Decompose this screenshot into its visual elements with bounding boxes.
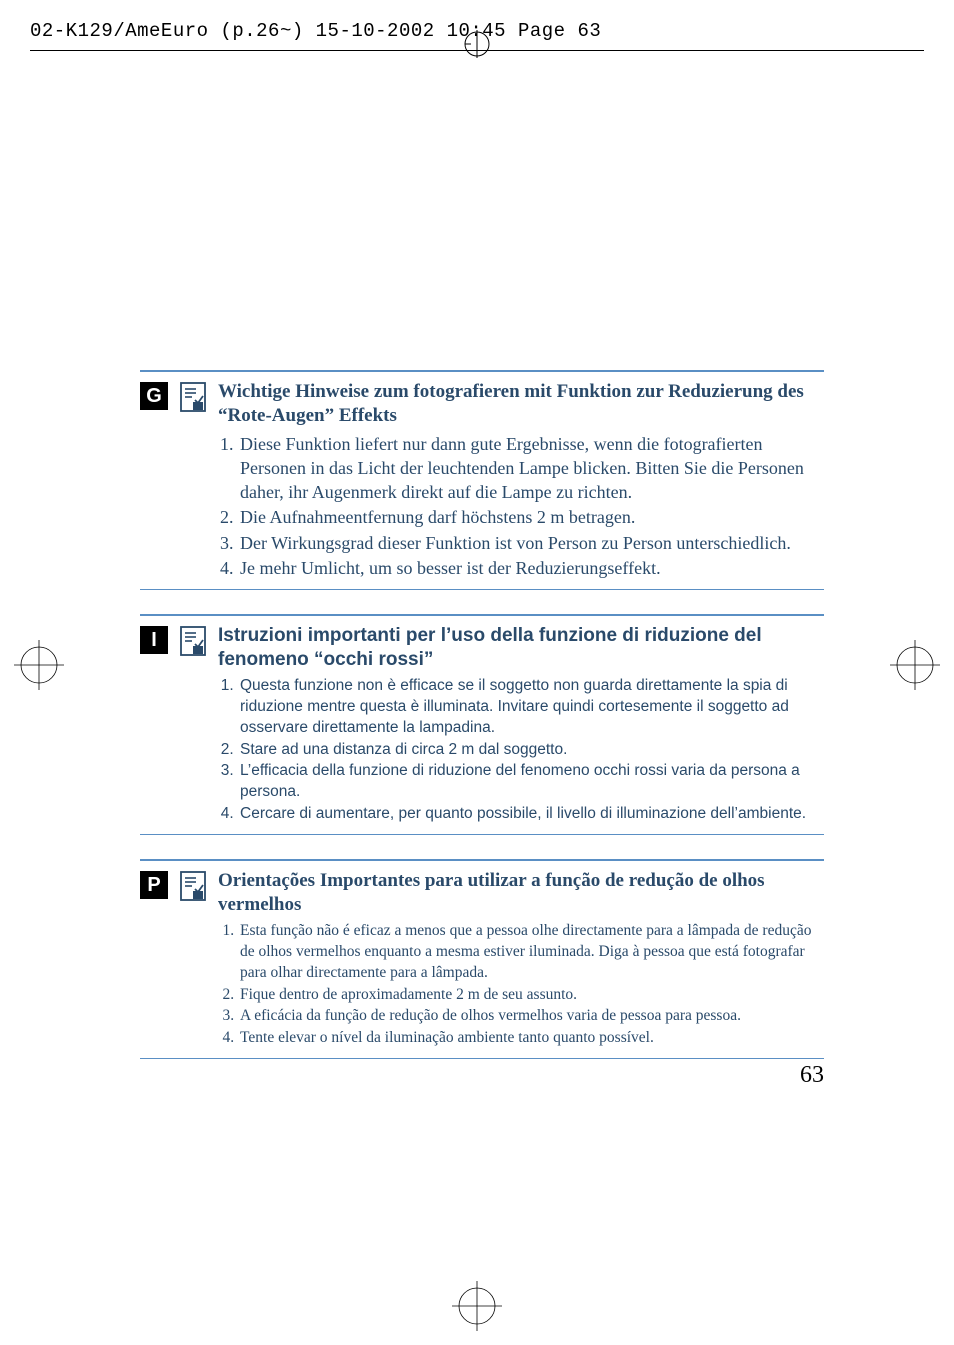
note-icon	[180, 382, 206, 412]
section-list: Esta função não é eficaz a menos que a p…	[218, 921, 824, 1050]
list-item: L’efficacia della funzione di riduzione …	[238, 761, 824, 803]
list-item: Je mehr Umlicht, um so besser ist der Re…	[238, 556, 824, 580]
note-icon	[180, 871, 206, 901]
language-badge: G	[140, 382, 168, 410]
list-item: A eficácia da função de redução de olhos…	[238, 1006, 824, 1027]
language-badge: P	[140, 871, 168, 899]
registration-mark-icon	[14, 640, 64, 690]
section-head: I Istruzioni importanti per l’uso della …	[140, 624, 824, 826]
registration-mark-icon	[890, 640, 940, 690]
section-bottom-rule	[140, 834, 824, 835]
registration-mark-icon	[452, 1281, 502, 1331]
page-number: 63	[800, 1062, 824, 1089]
section-list: Questa funzione non è efficace se il sog…	[218, 676, 824, 825]
header-rule	[30, 50, 924, 51]
section: P Orientações Importantes para utilizar …	[140, 859, 824, 1059]
section-bottom-rule	[140, 589, 824, 590]
fold-mark-icon	[463, 30, 491, 58]
list-item: Questa funzione non è efficace se il sog…	[238, 676, 824, 739]
section-top-rule	[140, 859, 824, 861]
section-top-rule	[140, 370, 824, 372]
section-bottom-rule	[140, 1058, 824, 1059]
list-item: Tente elevar o nível da iluminação ambie…	[238, 1028, 824, 1049]
page-content: G Wichtige Hinweise zum fotografieren mi…	[140, 370, 824, 1083]
list-item: Fique dentro de aproximadamente 2 m de s…	[238, 985, 824, 1006]
section: G Wichtige Hinweise zum fotografieren mi…	[140, 370, 824, 590]
list-item: Der Wirkungsgrad dieser Funktion ist von…	[238, 531, 824, 555]
section-title: Istruzioni importanti per l’uso della fu…	[218, 624, 824, 672]
list-item: Stare ad una distanza di circa 2 m dal s…	[238, 740, 824, 761]
section: I Istruzioni importanti per l’uso della …	[140, 614, 824, 835]
section-title: Orientações Importantes para utilizar a …	[218, 869, 824, 917]
list-item: Esta função não é eficaz a menos que a p…	[238, 921, 824, 984]
section-title: Wichtige Hinweise zum fotografieren mit …	[218, 380, 824, 428]
section-top-rule	[140, 614, 824, 616]
section-body: Orientações Importantes para utilizar a …	[218, 869, 824, 1050]
list-item: Diese Funktion liefert nur dann gute Erg…	[238, 432, 824, 505]
note-icon	[180, 626, 206, 656]
list-item: Die Aufnahmeentfernung darf höchstens 2 …	[238, 505, 824, 529]
section-head: G Wichtige Hinweise zum fotografieren mi…	[140, 380, 824, 581]
section-list: Diese Funktion liefert nur dann gute Erg…	[218, 432, 824, 581]
list-item: Cercare di aumentare, per quanto possibi…	[238, 804, 824, 825]
section-body: Wichtige Hinweise zum fotografieren mit …	[218, 380, 824, 581]
section-head: P Orientações Importantes para utilizar …	[140, 869, 824, 1050]
section-body: Istruzioni importanti per l’uso della fu…	[218, 624, 824, 826]
language-badge: I	[140, 626, 168, 654]
